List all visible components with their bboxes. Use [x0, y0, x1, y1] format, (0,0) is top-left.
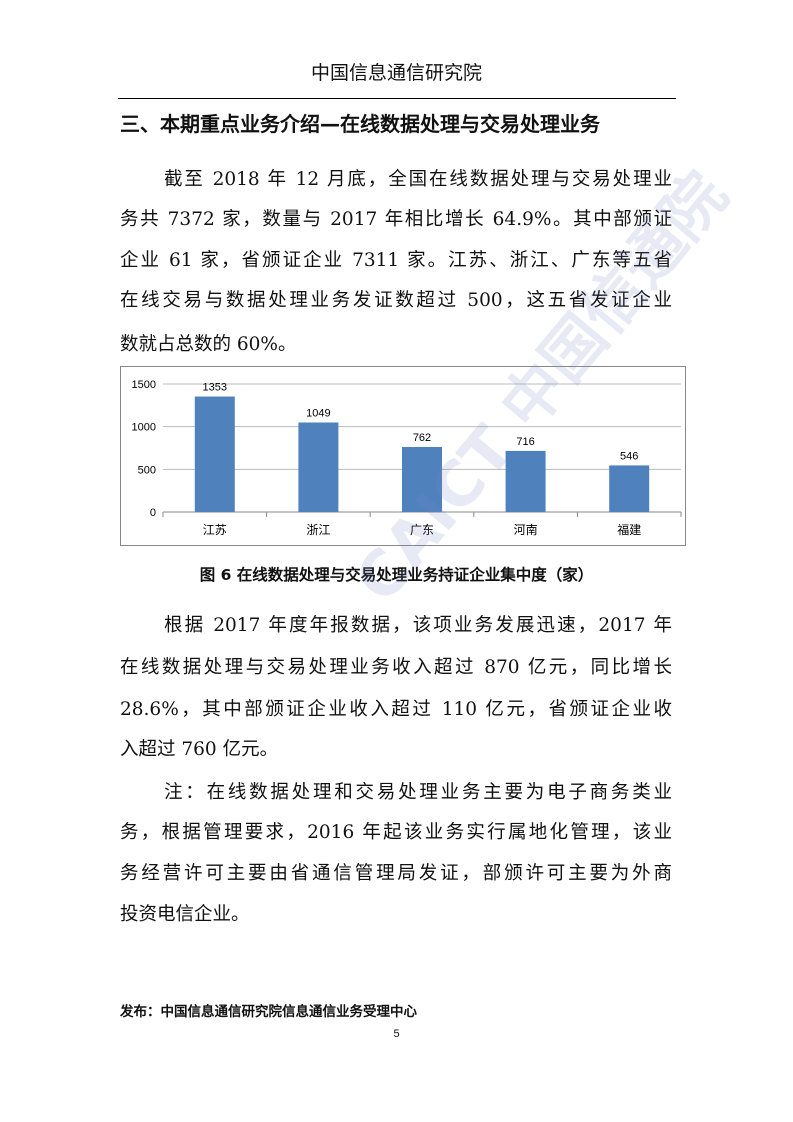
y-tick-label: 0 [150, 507, 156, 519]
page-header: 中国信息通信研究院 [310, 62, 482, 84]
header-rule [118, 98, 676, 99]
y-tick-label: 1000 [132, 422, 156, 434]
x-category-label: 浙江 [306, 523, 330, 537]
text-line: 28.6%，其中部颁证企业收入超过 110 亿元，省颁证企业收 [120, 699, 672, 720]
text-line: 数就占总数的 60%。 [120, 334, 297, 355]
text-line: 截至 2018 年 12 月底，全国在线数据处理与交易处理业 [164, 169, 672, 190]
text-line: 在线数据处理与交易处理业务收入超过 870 亿元，同比增长 [120, 657, 672, 678]
text-line: 根据 2017 年度年报数据，该项业务发展迅速，2017 年 [164, 615, 672, 636]
text-line: 注：在线数据处理和交易处理业务主要为电子商务类业 [164, 782, 672, 803]
data-label: 546 [620, 450, 638, 462]
data-label: 762 [413, 432, 431, 444]
figure-caption: 图 6 在线数据处理与交易处理业务持证企业集中度（家） [199, 566, 594, 584]
section-heading: 三、本期重点业务介绍—在线数据处理与交易处理业务 [120, 112, 600, 136]
text-line: 入超过 760 亿元。 [120, 739, 279, 760]
x-category-label: 河南 [514, 522, 538, 537]
bar-chart: 0 500 1000 1500 1353 江苏 1049 浙江 762 广东 716 河南 546 福建 [120, 366, 686, 546]
text-line: 务共 7372 家，数量与 2017 年相比增长 64.9%。其中部颁证 [120, 209, 672, 230]
data-label: 1353 [203, 382, 227, 394]
text-line: 企业 61 家，省颁证企业 7311 家。江苏、浙江、广东等五省 [120, 250, 672, 271]
text-line: 在线交易与数据处理业务发证数超过 500，这五省发证企业 [120, 290, 672, 311]
x-category-label: 福建 [617, 522, 641, 537]
bar [505, 450, 546, 512]
text-line: 务，根据管理要求，2016 年起该业务实行属地化管理，该业 [120, 822, 672, 843]
bar [298, 422, 339, 512]
chart-svg: 0 500 1000 1500 1353 江苏 1049 浙江 762 广东 716 河南 546 福建 [132, 379, 682, 537]
bar [402, 446, 442, 512]
page-number: 5 [393, 1028, 400, 1040]
y-tick-label: 500 [138, 464, 156, 476]
x-category-label: 江苏 [203, 523, 227, 537]
footer-publisher: 发布：中国信息通信研究院信息通信业务受理中心 [120, 1004, 417, 1020]
y-tick-label: 1500 [132, 379, 156, 391]
text-line: 投资电信企业。 [120, 904, 250, 925]
x-category-label: 广东 [410, 523, 434, 537]
data-label: 1049 [306, 407, 330, 419]
bar [609, 465, 650, 512]
data-label: 716 [516, 436, 534, 448]
bar [194, 396, 235, 512]
text-line: 务经营许可主要由省通信管理局发证，部颁许可主要为外商 [120, 863, 672, 884]
